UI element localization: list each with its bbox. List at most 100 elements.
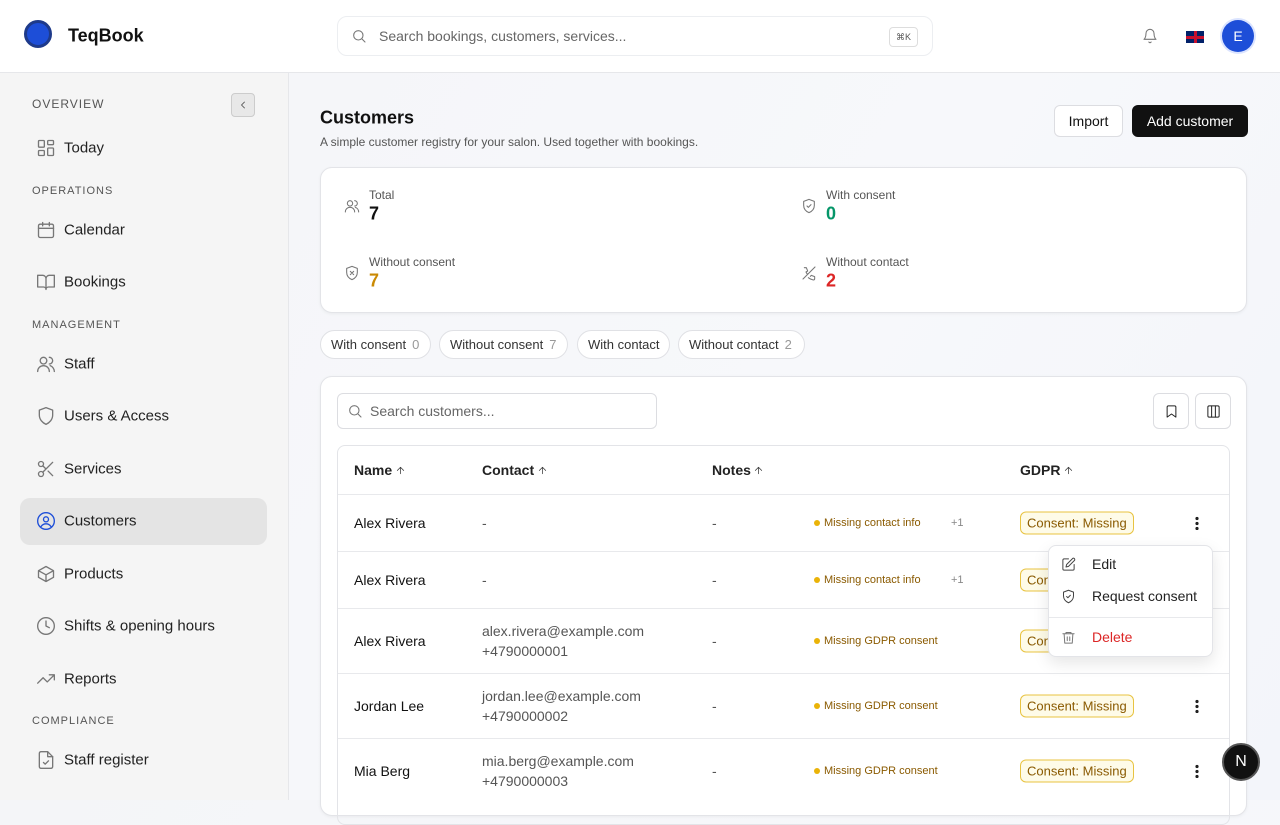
icon — [1143, 28, 1157, 44]
customer-name: Alex Rivera — [354, 633, 426, 649]
nav-item[interactable]: Users & Access — [64, 407, 170, 425]
add-button[interactable]: Add customer — [1132, 105, 1248, 137]
shortcut: ⌘K — [889, 27, 919, 47]
nav-item[interactable]: Products — [64, 565, 124, 583]
icon — [241, 101, 245, 109]
menu-item[interactable]: Request consent — [1092, 588, 1198, 604]
stats-card — [320, 167, 1247, 313]
icon — [37, 356, 55, 373]
column-header[interactable]: Name — [354, 462, 393, 478]
icon — [1206, 404, 1220, 418]
row-actions[interactable] — [1195, 764, 1199, 778]
gdpr-badge: Consent: Missing — [1020, 759, 1134, 783]
nav-item[interactable]: Customers — [64, 512, 137, 530]
stat-label: With consent — [826, 188, 896, 202]
column-header[interactable]: Contact — [482, 462, 535, 478]
gdpr-badge: Consent: Missing — [1020, 694, 1134, 718]
import-button[interactable]: Import — [1054, 105, 1123, 137]
issue: Missing contact info — [824, 574, 921, 586]
page-title: Customers — [320, 107, 415, 128]
issue-more: +1 — [951, 517, 964, 529]
filter-chip[interactable]: Without contact 2 — [678, 330, 805, 359]
row-divider — [338, 738, 1229, 739]
stat-value: 7 — [369, 270, 380, 291]
column-header[interactable]: Notes — [712, 462, 751, 478]
filter-label: With consent — [331, 337, 407, 352]
contact: jordan.lee@example.com — [482, 688, 641, 704]
gdpr-badge: Consent: Missing — [1020, 511, 1134, 535]
nav-item[interactable]: Staff — [64, 355, 95, 373]
customer-name: Mia Berg — [354, 763, 411, 779]
menu-item[interactable]: Edit — [1092, 556, 1117, 572]
page-subtitle: A simple customer registry for your salo… — [320, 135, 699, 149]
icon — [538, 466, 546, 474]
icon — [37, 221, 55, 239]
icon — [803, 198, 815, 214]
context-menu — [1048, 545, 1213, 657]
nav-item[interactable]: Reports — [64, 670, 117, 688]
icon — [344, 200, 360, 213]
search-placeholder: Search bookings, customers, services... — [379, 28, 627, 44]
flag[interactable] — [1185, 30, 1205, 44]
filter-chip[interactable]: With contact — [577, 330, 670, 359]
avatar[interactable]: E — [1222, 20, 1254, 52]
filter-chip[interactable]: Without consent 7 — [439, 330, 568, 359]
section-title: MANAGEMENT — [32, 319, 121, 331]
filter-label: Without consent — [450, 337, 544, 352]
row-divider — [338, 608, 1229, 609]
section-title: COMPLIANCE — [32, 715, 115, 727]
nav-item[interactable]: Services — [64, 460, 122, 478]
customer-name: Jordan Lee — [354, 698, 425, 714]
menu-item[interactable]: Delete — [1092, 629, 1133, 645]
nav-item[interactable]: Staff register — [64, 751, 149, 769]
icon — [1061, 631, 1075, 644]
icon — [1062, 589, 1074, 603]
floating-button[interactable]: N — [1222, 743, 1260, 781]
nav-item[interactable]: Calendar — [64, 221, 125, 239]
saved-views-button[interactable] — [1153, 393, 1189, 429]
customer-name: Alex Rivera — [354, 515, 426, 531]
filter-count: 2 — [784, 337, 792, 352]
row-actions[interactable] — [1195, 699, 1199, 713]
stat-label: Without consent — [369, 255, 456, 269]
columns-button[interactable] — [1195, 393, 1231, 429]
issue-dot — [814, 768, 820, 774]
row-divider — [338, 494, 1229, 495]
issue: Missing GDPR consent — [824, 765, 938, 777]
contact: - — [482, 572, 487, 588]
icon — [802, 266, 816, 281]
filter-chip[interactable]: With consent 0 — [320, 330, 431, 359]
menu-divider — [1049, 617, 1212, 618]
issue: Missing contact info — [824, 517, 921, 529]
notes: - — [712, 763, 717, 779]
issue-dot — [814, 703, 820, 709]
nav-item[interactable]: Today — [64, 139, 105, 157]
collapse-button[interactable] — [231, 93, 255, 117]
contact: +4790000001 — [482, 643, 569, 659]
table-search[interactable] — [337, 393, 657, 429]
icon — [349, 405, 362, 418]
active-item-bg — [20, 498, 267, 545]
icon — [346, 265, 358, 281]
issue-dot — [814, 577, 820, 583]
column-header[interactable]: GDPR — [1020, 462, 1061, 478]
notes: - — [712, 633, 717, 649]
icon — [37, 139, 55, 157]
icon — [37, 512, 55, 530]
issue-more: +1 — [951, 574, 964, 586]
icon — [755, 466, 763, 474]
icon — [37, 565, 55, 583]
nav-item[interactable]: Bookings — [64, 273, 126, 291]
global-search[interactable] — [337, 16, 933, 56]
row-actions[interactable] — [1195, 516, 1199, 530]
icon — [396, 466, 404, 474]
filter-label: With contact — [588, 337, 660, 352]
nav-item[interactable]: Shifts & opening hours — [64, 617, 215, 635]
icon — [1064, 466, 1073, 474]
filter-count: 0 — [412, 337, 420, 352]
stat-value: 2 — [826, 270, 837, 291]
sidebar — [0, 73, 289, 800]
contact: mia.berg@example.com — [482, 753, 634, 769]
icon — [1061, 557, 1075, 571]
